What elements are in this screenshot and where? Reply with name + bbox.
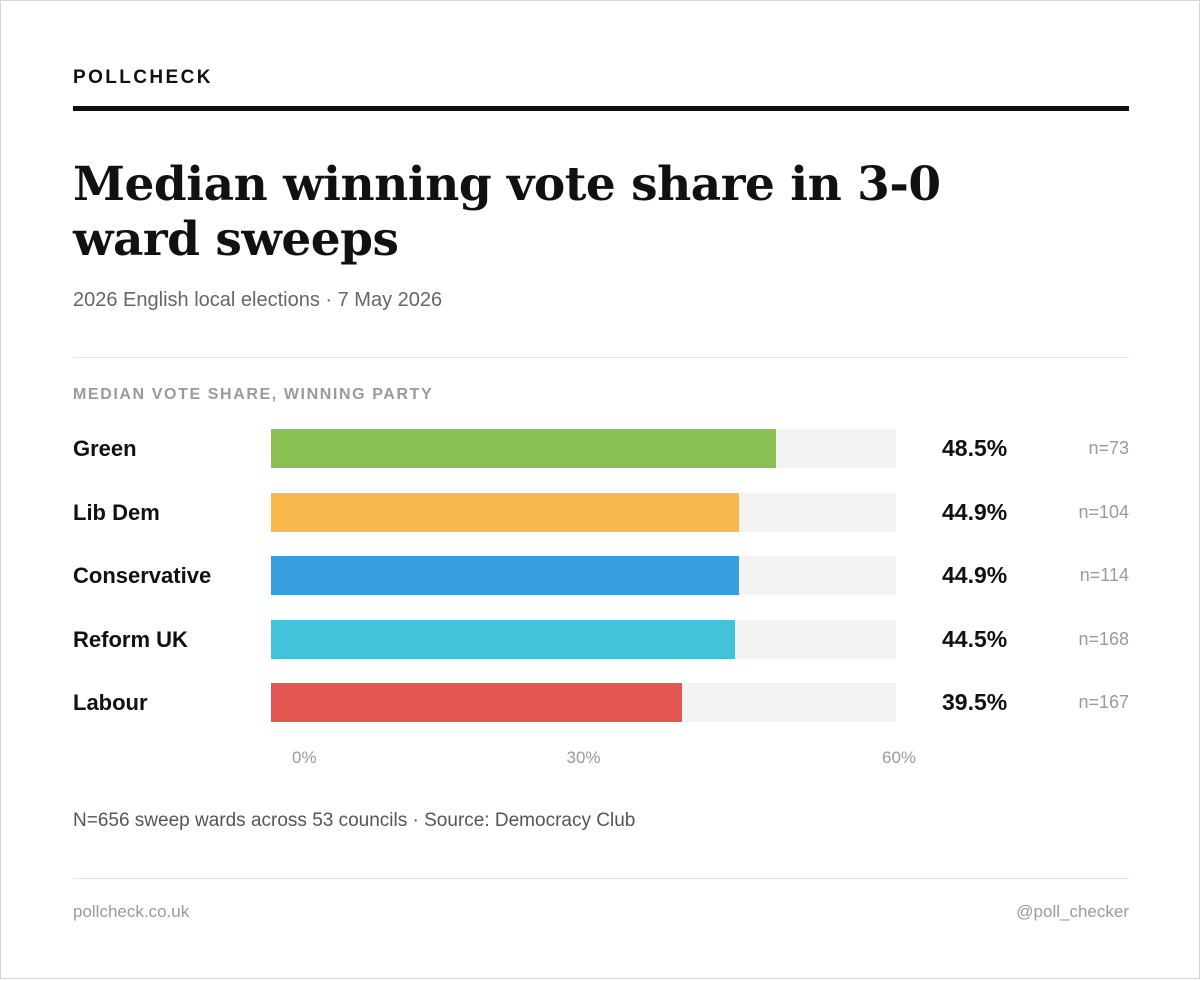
count-label: n=167: [1078, 692, 1129, 712]
bar-track: [271, 619, 896, 659]
bar: [271, 619, 735, 659]
bar: [271, 492, 739, 532]
brand-rule: [73, 106, 1129, 111]
brand-name: POLLCHECK: [73, 67, 213, 88]
bar-track: [271, 429, 896, 468]
count-label: n=104: [1078, 501, 1129, 522]
bar-row: Reform UK 44.5% n=168: [73, 619, 1129, 659]
chart-title: Median winning vote share in 3-0 ward sw…: [73, 157, 941, 267]
bar-row: Green 48.5% n=73: [73, 429, 1129, 468]
value-label: 39.5%: [942, 689, 1008, 715]
bar-track: [271, 556, 896, 595]
bar: [271, 683, 683, 722]
bar-row: Conservative 44.9% n=114: [73, 556, 1129, 595]
tick-label: 30%: [566, 748, 601, 767]
bar: [271, 429, 777, 468]
bar-row: Lib Dem 44.9% n=104: [73, 492, 1129, 532]
source-note: N=656 sweep wards across 53 councils · S…: [73, 810, 636, 831]
value-label: 44.5%: [942, 625, 1008, 652]
category-label: Green: [73, 436, 137, 461]
category-label: Labour: [73, 690, 148, 715]
tick-label: 60%: [882, 748, 917, 767]
bar-track: [271, 683, 896, 722]
value-label: 44.9%: [942, 562, 1008, 588]
bar-row: Labour 39.5% n=167: [73, 683, 1129, 722]
divider: [73, 878, 1129, 879]
category-label: Lib Dem: [73, 499, 160, 525]
value-label: 48.5%: [942, 435, 1008, 461]
value-label: 44.9%: [942, 498, 1008, 525]
count-label: n=73: [1088, 438, 1129, 458]
chart-subtitle: 2026 English local elections · 7 May 202…: [73, 289, 443, 311]
x-axis-ticks: 0% 30% 60%: [271, 748, 916, 772]
footer-site: pollcheck.co.uk: [73, 902, 190, 921]
count-label: n=114: [1079, 565, 1129, 585]
section-label: MEDIAN VOTE SHARE, WINNING PARTY: [73, 386, 434, 403]
bar-track: [271, 492, 896, 532]
count-label: n=168: [1078, 628, 1129, 649]
footer-handle: @poll_checker: [1016, 902, 1129, 921]
category-label: Reform UK: [73, 626, 188, 652]
tick-label: 0%: [292, 748, 317, 767]
category-label: Conservative: [73, 563, 212, 588]
divider: [73, 357, 1129, 358]
bar: [271, 556, 739, 595]
